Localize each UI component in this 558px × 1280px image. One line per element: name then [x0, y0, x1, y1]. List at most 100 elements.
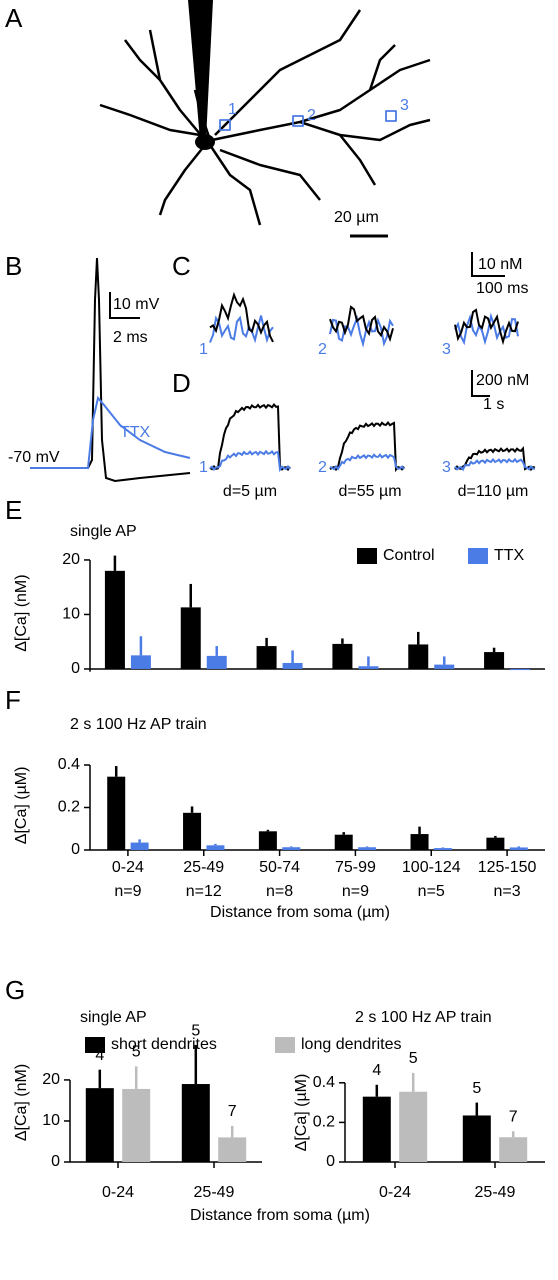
- trace: [329, 421, 405, 473]
- bar: [130, 842, 149, 850]
- bar: [332, 643, 353, 669]
- y-tick-label: 0: [71, 841, 80, 858]
- legend-swatch: [357, 548, 377, 564]
- legend-label: long dendrites: [301, 1036, 402, 1053]
- bar: [408, 644, 429, 669]
- trace: [454, 312, 519, 346]
- bar: [181, 1084, 210, 1162]
- legend-swatch: [85, 1037, 105, 1053]
- bar: [104, 570, 125, 669]
- panel-label: A: [5, 3, 23, 33]
- site-label: 2: [318, 459, 327, 476]
- site-label: 3: [442, 341, 451, 358]
- site-label: 3: [400, 97, 409, 114]
- y-axis-label: Δ[Ca] (nM): [13, 574, 30, 651]
- bar: [358, 847, 377, 850]
- panel-label: E: [5, 495, 22, 525]
- x-tick-label: 25-49: [183, 859, 224, 876]
- category-note: n=9: [114, 883, 141, 900]
- x-tick-label: 100-124: [402, 859, 461, 876]
- bar: [282, 662, 303, 669]
- category-note: n=9: [342, 883, 369, 900]
- legend-swatch: [275, 1037, 295, 1053]
- bar: [399, 1091, 428, 1162]
- site-label: 1: [228, 101, 237, 118]
- bar: [362, 1096, 391, 1162]
- bar: [282, 847, 301, 850]
- trace: [209, 403, 291, 472]
- count-label: 5: [132, 1044, 141, 1061]
- y-axis-label: Δ[Ca] (nM): [13, 1064, 30, 1141]
- bar: [484, 652, 505, 669]
- panel-label: B: [5, 251, 22, 281]
- x-tick-label: 25-49: [194, 1184, 235, 1201]
- x-tick-label: 0-24: [379, 1184, 411, 1201]
- y-tick-label: 10: [42, 1112, 60, 1129]
- panel-label: C: [172, 251, 191, 281]
- legend-label: short dendrites: [111, 1036, 217, 1053]
- bar: [180, 607, 201, 669]
- distance-label: d=55 µm: [338, 483, 401, 500]
- y-tick-label: 0: [326, 1153, 335, 1170]
- trace: [209, 315, 274, 344]
- panel-b-traces: [30, 257, 191, 483]
- y-tick-label: 0.2: [313, 1114, 335, 1131]
- bar: [256, 646, 277, 669]
- count-label: 7: [509, 1109, 518, 1126]
- y-axis-label: Δ[Ca] (µM): [293, 1074, 310, 1152]
- trace: [329, 305, 394, 343]
- trace: [209, 291, 274, 343]
- panel-a-morphology: [99, 0, 431, 238]
- bar: [206, 655, 227, 669]
- legend-label: TTX: [494, 547, 525, 564]
- panel-label: F: [5, 685, 21, 715]
- count-label: 4: [95, 1047, 104, 1064]
- site-label: 1: [199, 341, 208, 358]
- bar: [358, 666, 379, 669]
- trace: [329, 315, 394, 348]
- bar: [218, 1137, 247, 1162]
- x-tick-label: 75-99: [335, 859, 376, 876]
- category-note: n=8: [266, 883, 293, 900]
- count-label: 4: [372, 1062, 381, 1079]
- y-tick-label: 0: [51, 1153, 60, 1170]
- site-label: 2: [307, 107, 316, 124]
- scale-label: 1 s: [483, 396, 504, 413]
- x-axis-label: Distance from soma (µm): [210, 904, 390, 921]
- trace: [329, 453, 405, 471]
- bar: [433, 848, 452, 850]
- category-note: n=12: [186, 883, 222, 900]
- bar: [206, 845, 225, 850]
- chart-title: 2 s 100 Hz AP train: [70, 716, 207, 733]
- panel-c-traces: [209, 291, 519, 348]
- bar: [107, 776, 126, 850]
- bar: [258, 831, 277, 850]
- x-axis-label: Distance from soma (µm): [190, 1207, 370, 1224]
- scale-bar-label: 20 µm: [334, 209, 379, 226]
- bar: [85, 1088, 114, 1162]
- legend-swatch: [468, 548, 488, 564]
- y-tick-label: 20: [62, 551, 80, 568]
- x-tick-label: 125-150: [478, 859, 537, 876]
- y-tick-label: 0.4: [313, 1074, 335, 1091]
- chart-title: single AP: [80, 1009, 147, 1026]
- scale-label: 10 mV: [113, 296, 160, 313]
- bar: [462, 1115, 491, 1162]
- baseline-label: -70 mV: [8, 449, 60, 466]
- x-tick-label: 0-24: [112, 859, 144, 876]
- site-label: 1: [199, 459, 208, 476]
- scale-label: 100 ms: [476, 280, 528, 297]
- scale-label: 10 nM: [478, 256, 522, 273]
- bar: [499, 1137, 528, 1162]
- trace: [454, 308, 519, 346]
- count-label: 5: [191, 1022, 200, 1039]
- bar: [334, 834, 353, 850]
- site-label: 2: [318, 341, 327, 358]
- y-tick-label: 0.4: [58, 756, 80, 773]
- panel-label: D: [172, 368, 191, 398]
- y-axis-label: Δ[Ca] (µM): [13, 767, 30, 845]
- trace: [454, 446, 536, 472]
- y-tick-label: 10: [62, 606, 80, 623]
- bar: [509, 847, 528, 850]
